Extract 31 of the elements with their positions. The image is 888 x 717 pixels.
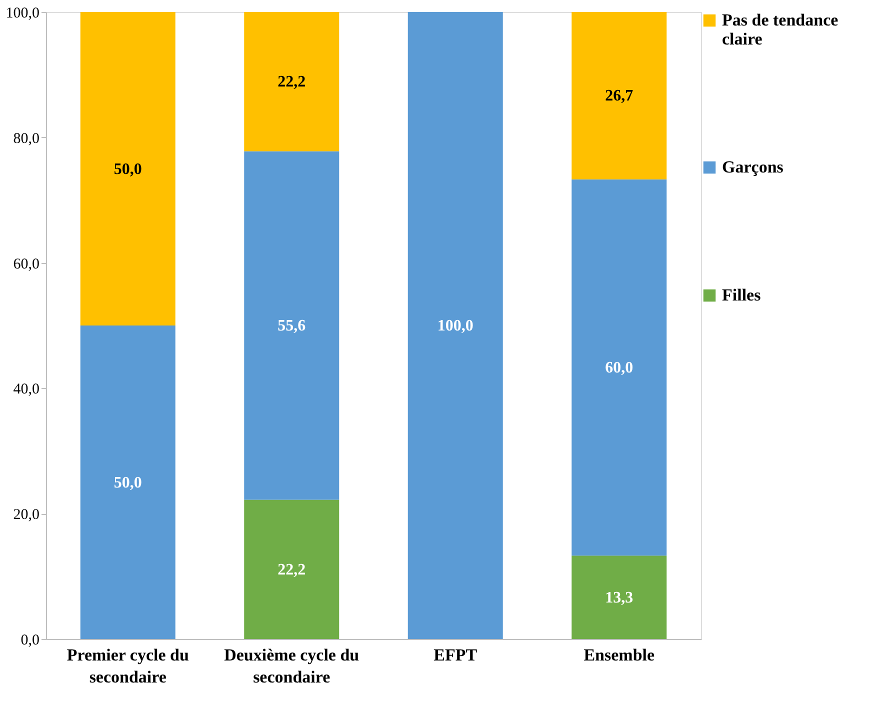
x-tick-label: Premier cycle du secondaire [66,646,189,686]
legend-label: Garçons [722,158,784,176]
data-label: 22,2 [278,561,306,578]
y-tick-label: 60,0 [13,256,40,272]
data-label: 50,0 [114,474,142,492]
x-tick-label: Deuxième cycle du secondaire [224,646,360,686]
bar [80,12,176,326]
bar [244,500,340,639]
data-label: 22,2 [278,74,306,91]
bar [80,326,176,639]
legend-label: Filles [722,286,762,304]
bar [244,151,340,500]
y-tick-label: 80,0 [13,130,40,147]
bar [572,556,667,639]
bar [572,12,667,180]
y-tick-label: 20,0 [13,507,40,524]
x-tick-label: EFPT [434,646,478,664]
x-tick-label: Ensemble [584,646,655,664]
bar [244,12,340,152]
data-label: 26,7 [605,88,634,105]
bar [408,12,503,639]
data-label: 60,0 [605,360,634,377]
data-label: 50,0 [114,160,142,178]
legend-label: Pas de tendance claire [722,10,839,48]
data-label: 55,6 [278,318,306,334]
y-tick-label: 0,0 [20,632,40,648]
y-tick-label: 40,0 [13,382,40,398]
data-label: 100,0 [437,318,474,334]
y-tick-label: 100,0 [6,6,40,22]
bar [572,179,667,556]
data-label: 13,3 [605,589,634,606]
